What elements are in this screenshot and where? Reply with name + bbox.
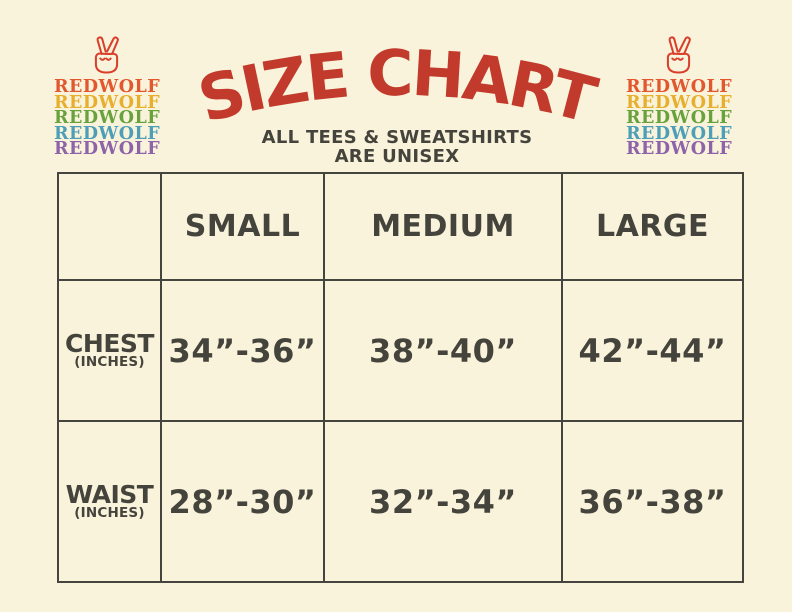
chest-large-value: 42”-44” — [563, 281, 742, 420]
svg-text:SIZE CHART: SIZE CHART — [191, 37, 604, 138]
logo-word-line: REDWOLF — [54, 139, 161, 160]
waist-medium-value: 32”-34” — [325, 422, 561, 581]
row-label-unit: (INCHES) — [74, 505, 145, 521]
subtitle-line-1: ALL TEES & SWEATSHIRTS — [261, 127, 533, 148]
row-label-waist: WAIST (INCHES) — [59, 422, 160, 581]
logo-right: REDWOLF REDWOLF REDWOLF REDWOLF REDWOLF — [626, 34, 733, 160]
logo-word-line: REDWOLF — [626, 123, 733, 144]
subtitle-line-2: ARE UNISEX — [334, 146, 460, 167]
row-label-unit: (INCHES) — [74, 354, 145, 370]
logo-wordmark: REDWOLF REDWOLF REDWOLF REDWOLF REDWOLF — [626, 77, 733, 160]
logo-word-line: REDWOLF — [54, 123, 161, 144]
chest-small-value: 34”-36” — [162, 281, 323, 420]
logo-word-line: REDWOLF — [626, 92, 733, 113]
column-header-medium: MEDIUM — [325, 174, 561, 279]
logo-word-line: REDWOLF — [626, 77, 733, 97]
logo-word-line: REDWOLF — [626, 139, 733, 160]
column-header-small: SMALL — [162, 174, 323, 279]
peace-hand-icon — [666, 36, 691, 74]
logo-word-line: REDWOLF — [54, 108, 161, 129]
peace-hand-icon — [94, 36, 119, 74]
logo-word-line: REDWOLF — [626, 108, 733, 129]
column-header-large: LARGE — [563, 174, 742, 279]
row-label-text: WAIST — [65, 480, 154, 509]
page-title: SIZE CHART — [191, 37, 607, 138]
logo-wordmark: REDWOLF REDWOLF REDWOLF REDWOLF REDWOLF — [54, 77, 161, 160]
page-title-text: SIZE CHART — [191, 37, 607, 138]
logo-word-line: REDWOLF — [54, 77, 161, 97]
table-corner-cell — [59, 174, 160, 279]
waist-small-value: 28”-30” — [162, 422, 323, 581]
row-label-chest: CHEST (INCHES) — [59, 281, 160, 420]
logo-left: REDWOLF REDWOLF REDWOLF REDWOLF REDWOLF — [54, 34, 161, 160]
logo-word-line: REDWOLF — [54, 92, 161, 113]
subtitle: ALL TEES & SWEATSHIRTS ARE UNISEX — [197, 128, 597, 166]
row-label-text: CHEST — [65, 329, 154, 358]
size-table: SMALL MEDIUM LARGE CHEST (INCHES) 34”-36… — [57, 172, 744, 583]
chest-medium-value: 38”-40” — [325, 281, 561, 420]
waist-large-value: 36”-38” — [563, 422, 742, 581]
